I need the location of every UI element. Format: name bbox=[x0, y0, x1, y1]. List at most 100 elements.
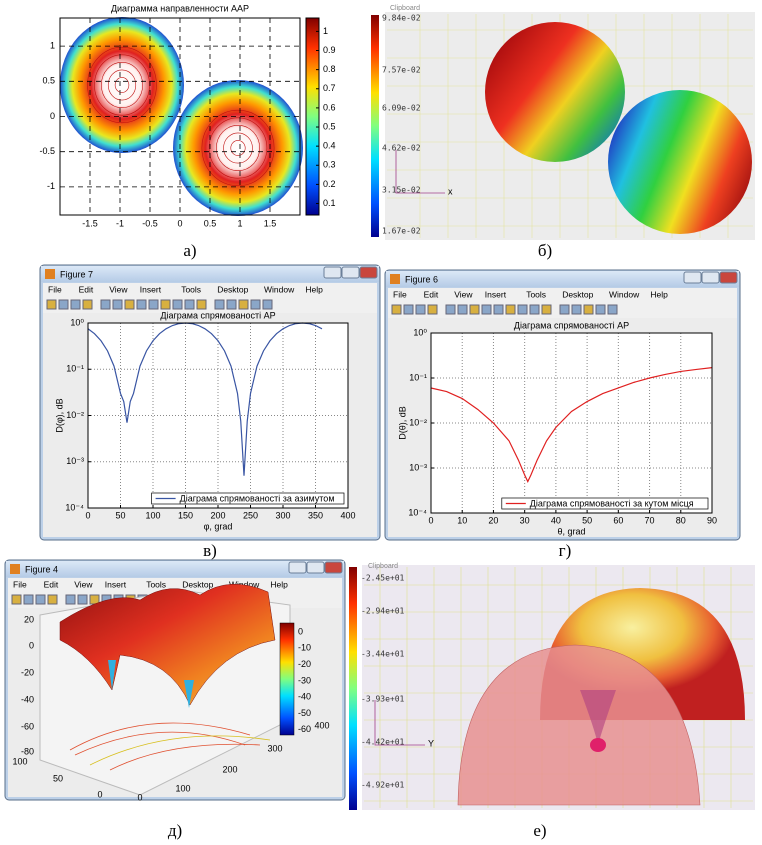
x-tick-label: 300 bbox=[267, 743, 282, 753]
window-button bbox=[720, 272, 737, 283]
colorbar-label: 0.3 bbox=[323, 160, 336, 170]
y-tick-label: 10⁻⁴ bbox=[408, 507, 427, 517]
window-button bbox=[289, 562, 306, 573]
window-icon bbox=[390, 274, 400, 284]
y-tick-label: 10⁻¹ bbox=[66, 364, 84, 374]
caption: д) bbox=[168, 821, 182, 840]
colorbar bbox=[349, 567, 357, 810]
y-tick-label: 10⁻⁴ bbox=[65, 502, 84, 512]
x-tick-label: 30 bbox=[520, 515, 530, 525]
x-axis-label: θ, grad bbox=[557, 526, 585, 536]
window-button bbox=[324, 267, 341, 278]
menu-item: Edit bbox=[44, 579, 59, 589]
toolbar-icon bbox=[428, 305, 437, 314]
colorbar bbox=[306, 18, 319, 215]
window-title: Figure 4 bbox=[25, 564, 58, 574]
toolbar-icon bbox=[506, 305, 515, 314]
toolbar-icon bbox=[48, 595, 57, 604]
toolbar-icon bbox=[458, 305, 467, 314]
window-button bbox=[325, 562, 342, 573]
colorbar-label: 6.09e-02 bbox=[382, 104, 421, 113]
colorbar-label: -60 bbox=[298, 724, 311, 734]
y-axis-label: D(θ), dB bbox=[397, 406, 407, 440]
axis-label: Y bbox=[428, 738, 434, 748]
colorbar-label: 0 bbox=[298, 626, 303, 636]
x-tick-label: 1.5 bbox=[264, 218, 277, 228]
y-tick-label: 10⁻³ bbox=[66, 456, 84, 466]
y-tick-label: 1 bbox=[50, 41, 55, 51]
toolbar-icon bbox=[494, 305, 503, 314]
toolbar-icon bbox=[161, 300, 170, 309]
y-tick-label: 10⁰ bbox=[70, 317, 84, 327]
toolbar-icon bbox=[78, 595, 87, 604]
z-tick-label: -40 bbox=[21, 694, 34, 704]
toolbar-icon bbox=[113, 300, 122, 309]
colorbar-label: -10 bbox=[298, 643, 311, 653]
caption: в) bbox=[203, 541, 217, 560]
toolbar-icon bbox=[47, 300, 56, 309]
z-tick-label: -60 bbox=[21, 721, 34, 731]
x-axis-label: φ, grad bbox=[204, 521, 233, 531]
menu-item: Edit bbox=[79, 284, 94, 294]
legend-label: Діаграма спрямованості за азимутом bbox=[180, 493, 335, 503]
menu-item: Tools bbox=[181, 284, 201, 294]
colorbar-label: 1 bbox=[323, 26, 328, 36]
toolbar-icon bbox=[251, 300, 260, 309]
x-tick-label: 20 bbox=[488, 515, 498, 525]
toolbar-icon bbox=[24, 595, 33, 604]
menu-item: Help bbox=[305, 284, 323, 294]
y-tick-label: 0.5 bbox=[42, 76, 55, 86]
contour-region bbox=[173, 80, 303, 216]
menu-item: Help bbox=[650, 289, 668, 299]
toolbar-icon bbox=[36, 595, 45, 604]
y-tick-label: 10⁻¹ bbox=[409, 372, 427, 382]
menu-item: Desktop bbox=[182, 579, 213, 589]
y-tick-label: 10⁻³ bbox=[409, 462, 427, 472]
y-tick-label: 10⁻² bbox=[409, 417, 427, 427]
menu-item: File bbox=[13, 579, 27, 589]
toolbar-icon bbox=[404, 305, 413, 314]
lobe bbox=[485, 22, 625, 162]
x-tick-label: 100 bbox=[175, 783, 190, 793]
caption: б) bbox=[538, 241, 552, 260]
colorbar bbox=[280, 623, 294, 735]
window-icon bbox=[10, 564, 20, 574]
toolbar-icon bbox=[596, 305, 605, 314]
colorbar-label: 9.84e-02 bbox=[382, 14, 421, 23]
x-tick-label: 200 bbox=[210, 510, 225, 520]
menu-item: Insert bbox=[140, 284, 162, 294]
toolbar-icon bbox=[227, 300, 236, 309]
caption: а) bbox=[183, 241, 196, 260]
window-button bbox=[702, 272, 719, 283]
y-tick-label: 0 bbox=[50, 111, 55, 121]
toolbar-icon bbox=[137, 300, 146, 309]
toolbar-icon bbox=[392, 305, 401, 314]
x-tick-label: 300 bbox=[275, 510, 290, 520]
toolbar-icon bbox=[263, 300, 272, 309]
toolbar-icon bbox=[101, 300, 110, 309]
toolbar-icon bbox=[173, 300, 182, 309]
colorbar-label: 0.4 bbox=[323, 141, 336, 151]
contour-region bbox=[60, 17, 184, 153]
caption: е) bbox=[533, 821, 546, 840]
x-tick-label: 0 bbox=[428, 515, 433, 525]
toolbar-icon bbox=[470, 305, 479, 314]
colorbar-label: 0.9 bbox=[323, 45, 336, 55]
window-button bbox=[307, 562, 324, 573]
x-tick-label: 1 bbox=[237, 218, 242, 228]
menu-item: Desktop bbox=[562, 289, 593, 299]
z-tick-label: -20 bbox=[21, 667, 34, 677]
colorbar-label: -40 bbox=[298, 692, 311, 702]
x-tick-label: 50 bbox=[115, 510, 125, 520]
toolbar-icon bbox=[446, 305, 455, 314]
lobe bbox=[608, 90, 752, 234]
z-tick-label: 0 bbox=[29, 640, 34, 650]
window-title: Figure 7 bbox=[60, 269, 93, 279]
colorbar bbox=[371, 15, 379, 237]
toolbar-icon bbox=[185, 300, 194, 309]
axis-label: x bbox=[448, 186, 453, 196]
y-axis-label: D(φ), dB bbox=[54, 398, 64, 432]
x-tick-label: 400 bbox=[340, 510, 355, 520]
colorbar-label: 0.8 bbox=[323, 64, 336, 74]
colorbar-label: 1.67e-02 bbox=[382, 227, 421, 236]
